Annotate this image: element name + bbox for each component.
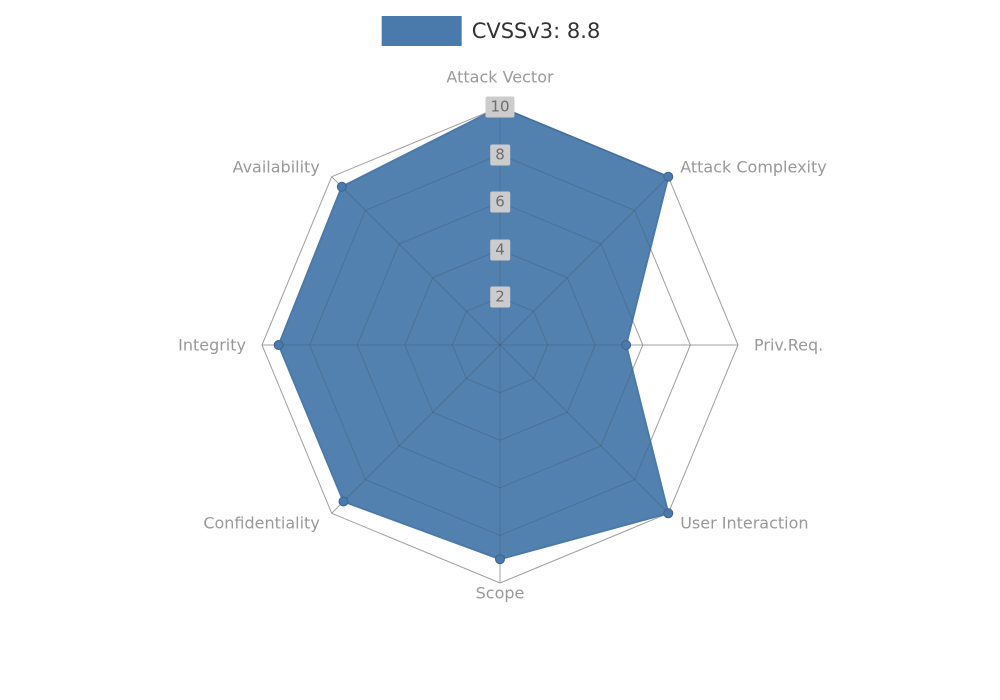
data-point-marker (663, 508, 674, 519)
legend-label: CVSSv3: 8.8 (471, 19, 601, 43)
data-point-marker (621, 340, 632, 350)
data-point-marker (495, 554, 505, 565)
grid-ring-overlay (356, 201, 644, 489)
legend-swatch (381, 16, 462, 46)
axis-spoke-overlay (499, 344, 669, 514)
grid-ring-overlay (261, 106, 739, 584)
data-point-marker (338, 496, 349, 507)
data-point-marker (273, 340, 284, 350)
axis-spoke-overlay (331, 344, 501, 514)
data-point-marker (495, 102, 505, 112)
legend[interactable]: CVSSv3: 8.8 (381, 16, 601, 46)
axis-spoke-overlay (499, 176, 669, 346)
data-point-marker (663, 171, 674, 182)
grid-ring-overlay (309, 154, 691, 536)
grid-ring-overlay (404, 249, 596, 441)
axis-spoke-overlay (331, 176, 501, 346)
grid-ring-overlay (451, 296, 549, 394)
data-point-marker (336, 181, 347, 192)
